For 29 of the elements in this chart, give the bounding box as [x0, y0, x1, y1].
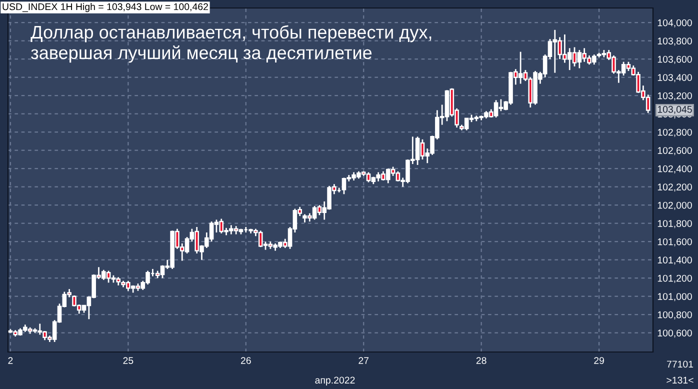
x-tick-label: 26 — [240, 357, 251, 364]
y-tick-label: 102,600 — [658, 147, 692, 156]
y-tick-label: 100,600 — [658, 330, 692, 338]
annotation: USD_INDEX 1H High = 103,943 Low = 100,462 — [2, 3, 208, 12]
y-tick-label: 103,400 — [658, 74, 692, 82]
y-tick-label: 101,800 — [658, 220, 692, 228]
y-tick-label: 101,400 — [658, 256, 692, 265]
y-tick-label: 102,200 — [658, 184, 692, 192]
y-tick-label: 101,600 — [658, 238, 692, 246]
x-tick-label: 29 — [594, 357, 604, 364]
y-tick-label: 103,600 — [658, 56, 692, 64]
text: 103,045 — [658, 106, 692, 114]
text: >131< — [666, 376, 694, 384]
y-tick-label: 103,800 — [658, 38, 692, 46]
y-tick-label: 102,400 — [658, 165, 692, 174]
y-tick-label: 102,000 — [658, 202, 692, 210]
y-tick-label: 102,800 — [658, 128, 692, 137]
y-tick-label: 101,200 — [658, 274, 692, 283]
x-tick-label: 28 — [476, 357, 486, 364]
y-tick-label: 103,200 — [658, 92, 692, 100]
text: апр.2022 — [315, 376, 355, 386]
x-tick-label: 27 — [358, 357, 369, 364]
x-tick-label: 25 — [123, 357, 134, 364]
y-tick-label: 104,000 — [658, 19, 692, 28]
y-tick-label: 101,000 — [658, 293, 692, 302]
text: 77101 — [666, 360, 694, 368]
text: Доллар останавливается, чтобы перевести дух, завершая лучший месяц за десятилетие — [30, 25, 432, 63]
y-tick-label: 100,800 — [658, 311, 692, 320]
x-tick-label: 2 — [8, 357, 13, 364]
